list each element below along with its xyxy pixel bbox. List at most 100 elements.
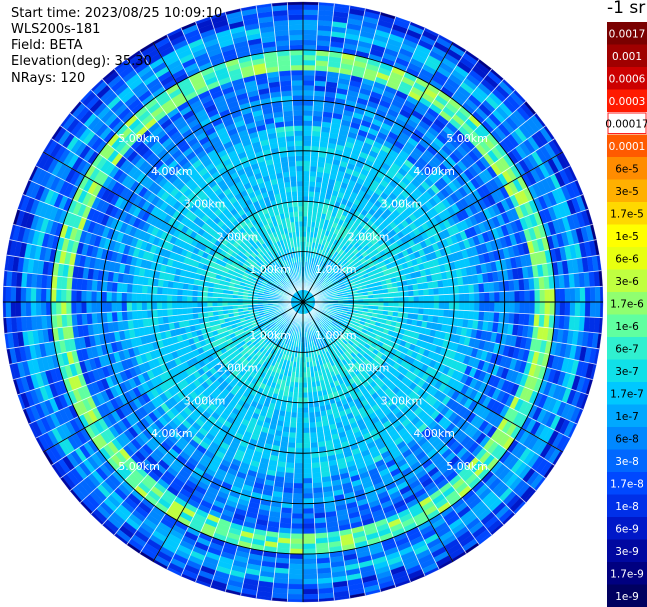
scan-gate bbox=[288, 437, 297, 444]
scan-gate bbox=[589, 301, 596, 318]
scan-gate bbox=[458, 310, 465, 320]
scan-gate bbox=[312, 120, 323, 127]
scan-gate bbox=[469, 301, 475, 312]
scan-gate bbox=[288, 578, 304, 585]
scan-gate bbox=[310, 442, 319, 449]
scan-gate bbox=[393, 296, 399, 303]
scan-gate bbox=[291, 407, 298, 413]
scan-cells bbox=[2, 1, 604, 603]
scan-gate bbox=[302, 452, 312, 459]
scan-gate bbox=[302, 598, 319, 603]
scan-gate bbox=[519, 290, 525, 303]
scan-gate bbox=[302, 59, 316, 66]
scan-gate bbox=[423, 288, 430, 296]
scan-gate bbox=[413, 289, 419, 297]
scan-gate bbox=[539, 301, 546, 315]
scan-gate bbox=[302, 377, 308, 383]
scan-gate bbox=[483, 282, 490, 293]
scan-gate bbox=[478, 282, 485, 293]
scan-gate bbox=[302, 150, 312, 157]
scan-gate bbox=[293, 478, 304, 484]
scan-gate bbox=[311, 457, 321, 464]
scan-gate bbox=[302, 473, 313, 479]
scan-gate bbox=[289, 422, 297, 429]
scan-gate bbox=[287, 598, 304, 603]
scan-gate bbox=[433, 294, 440, 303]
scan-gate bbox=[302, 24, 318, 31]
scan-gate bbox=[302, 165, 311, 172]
scan-gate bbox=[423, 308, 430, 316]
scan-gate bbox=[413, 307, 419, 315]
scan-gate bbox=[398, 296, 404, 303]
scan-gate bbox=[494, 301, 500, 313]
scan-gate bbox=[584, 301, 591, 318]
scan-gate bbox=[438, 308, 445, 317]
scan-gate bbox=[514, 290, 520, 303]
scan-gate bbox=[488, 281, 495, 293]
scan-gate bbox=[293, 468, 304, 474]
scan-gate bbox=[463, 293, 470, 303]
scan-gate bbox=[408, 290, 414, 297]
scan-gate bbox=[302, 447, 312, 454]
scan-gate bbox=[302, 392, 309, 398]
scan-gate bbox=[302, 201, 309, 207]
scan-gate bbox=[438, 301, 445, 310]
scan-gate bbox=[302, 528, 316, 535]
scan-gate bbox=[309, 437, 318, 444]
scan-gate bbox=[564, 287, 571, 303]
scan-gate bbox=[291, 513, 304, 519]
scan-gate bbox=[453, 301, 460, 311]
scan-gate bbox=[584, 286, 591, 303]
scan-gate bbox=[403, 296, 410, 303]
scan-gate bbox=[302, 488, 314, 494]
scan-gate bbox=[458, 301, 465, 311]
scan-gate bbox=[302, 432, 311, 439]
scan-gate bbox=[579, 301, 586, 317]
scan-gate bbox=[494, 291, 500, 303]
scan-gate bbox=[504, 291, 510, 303]
scan-gate bbox=[307, 397, 314, 403]
scan-gate bbox=[499, 291, 505, 303]
scan-gate bbox=[290, 533, 304, 540]
scan-gate bbox=[463, 284, 470, 294]
scan-gate bbox=[579, 287, 586, 303]
scan-gate bbox=[524, 301, 531, 315]
scan-gate bbox=[302, 130, 313, 136]
scan-gate bbox=[544, 301, 551, 316]
scan-gate bbox=[292, 493, 304, 499]
scan-gate bbox=[296, 412, 304, 419]
scan-gate bbox=[554, 288, 561, 303]
scan-gate bbox=[311, 130, 322, 137]
scan-gate bbox=[408, 296, 415, 303]
scan-gate bbox=[443, 286, 450, 295]
scan-gate bbox=[302, 185, 310, 192]
scan-gate bbox=[309, 422, 317, 429]
scan-gate bbox=[288, 432, 297, 439]
scan-gate bbox=[302, 478, 313, 484]
scan-gate bbox=[298, 377, 304, 383]
scan-gate bbox=[302, 14, 319, 21]
scan-gate bbox=[302, 34, 318, 41]
scan-gate bbox=[302, 80, 315, 86]
scan-gate bbox=[294, 452, 304, 459]
scan-gate bbox=[302, 523, 316, 530]
scan-gate bbox=[569, 301, 576, 317]
scan-gate bbox=[311, 462, 321, 469]
scan-gate bbox=[302, 382, 308, 388]
scan-gate bbox=[302, 578, 318, 585]
scan-gate bbox=[559, 301, 566, 316]
scan-gate bbox=[282, 492, 294, 499]
scan-gate bbox=[298, 382, 304, 388]
scan-gate bbox=[302, 503, 314, 509]
scan-gate bbox=[302, 90, 315, 96]
scan-gate bbox=[428, 288, 435, 296]
scan-gate bbox=[292, 503, 304, 509]
scan-gate bbox=[443, 309, 450, 318]
scan-gate bbox=[403, 301, 410, 308]
scan-gate bbox=[309, 165, 318, 172]
scan-gate bbox=[458, 293, 465, 303]
scan-gate bbox=[388, 297, 394, 303]
scan-gate bbox=[284, 467, 295, 474]
scan-gate bbox=[290, 412, 298, 418]
